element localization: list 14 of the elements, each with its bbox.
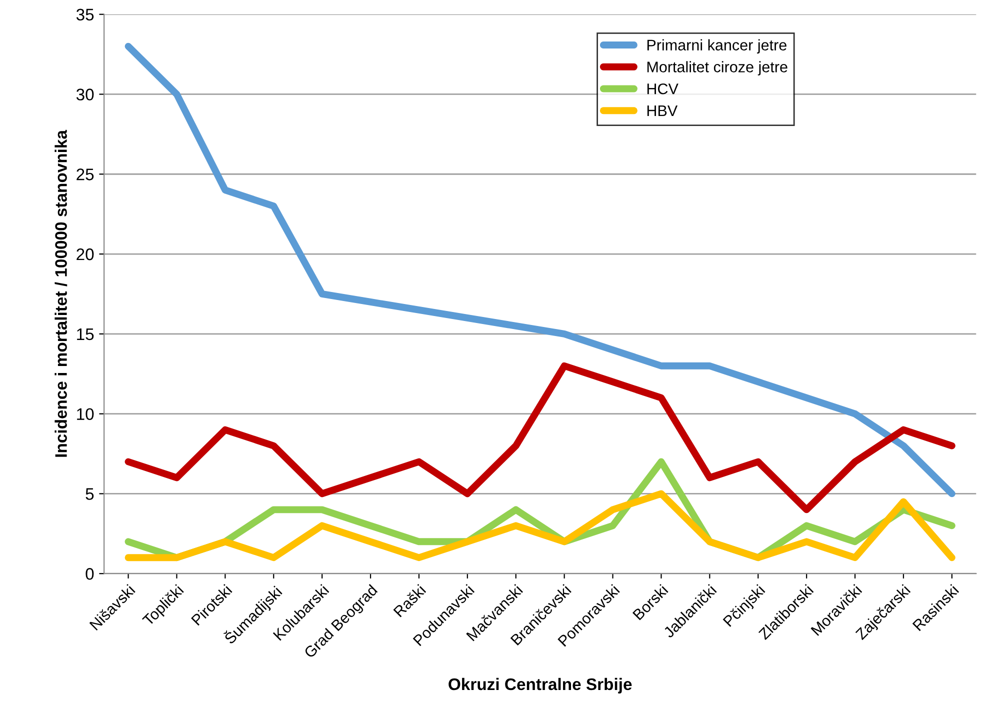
y-tick-label: 0 (86, 568, 94, 580)
y-tick-label: 35 (76, 8, 94, 21)
legend-label: Mortalitet ciroze jetre (647, 61, 788, 76)
legend-label: Primarni kancer jetre (647, 39, 786, 54)
y-tick-label: 15 (77, 328, 94, 340)
x-axis-title: Okruzi Centralne Srbije (448, 678, 632, 694)
y-tick-label: 20 (76, 248, 94, 260)
y-tick-label: 5 (86, 488, 94, 500)
y-tick-label: 10 (77, 408, 94, 420)
y-axis-title: Incidence i mortalitet / 100000 stanovnika (54, 130, 68, 457)
y-tick-label: 25 (76, 168, 94, 180)
legend-label: HBV (647, 105, 678, 116)
y-tick-label: 30 (76, 88, 94, 100)
legend-label: HCV (647, 83, 678, 94)
